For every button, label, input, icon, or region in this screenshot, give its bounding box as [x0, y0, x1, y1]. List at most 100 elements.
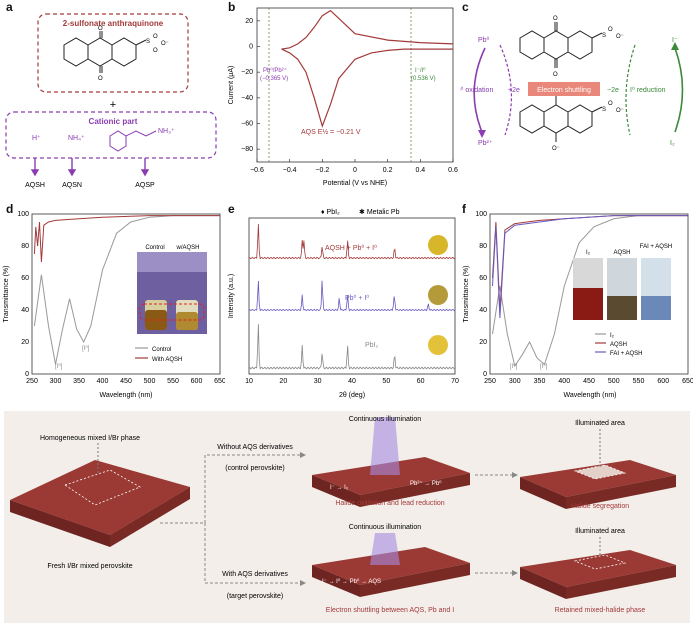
xtick: 250	[26, 378, 38, 385]
panel-f: 250 300 350 400 450 500 550 600 650100806040200 …	[463, 211, 693, 399]
ytick: 0	[483, 371, 487, 378]
d-ylabel: Transmittance (%)	[3, 266, 10, 323]
xtick: 600	[191, 378, 203, 385]
panel-d: 250 300 350 400 450 500 550 600 650100806040200 …	[3, 211, 225, 399]
vial-i2-label: I₂	[586, 250, 591, 256]
ytick: 40	[21, 307, 29, 314]
pb-oxidation-label: Pb⁰ oxidation	[460, 86, 493, 94]
panel-a: 2-sulfonate anthraquinone O O S O O O⁻ +…	[5, 13, 217, 189]
plus-sign: +	[110, 99, 116, 111]
name-aqsh: AQSH	[25, 182, 45, 189]
ytick: 40	[479, 307, 487, 314]
panel-label-d: d	[6, 202, 14, 216]
panel-label-a: a	[6, 0, 13, 14]
xtick: 450	[583, 378, 595, 385]
e-xtick: 60	[417, 378, 425, 385]
xtick: 600	[657, 378, 669, 385]
light-beam-1	[370, 417, 400, 475]
halide-seg-label: Halide segregation	[571, 503, 629, 510]
b-ytick: 0	[249, 44, 253, 51]
aqsh-curve	[33, 215, 220, 263]
xtick: 400	[558, 378, 570, 385]
pb-value: (−0.365 V)	[260, 76, 288, 82]
phenethyl-structure	[109, 130, 157, 152]
e-xtick: 30	[314, 378, 322, 385]
svg-text:O⁻: O⁻	[161, 41, 169, 47]
illum-area-1: Illuminated area	[575, 420, 625, 427]
panel-e: ♦ PbI₂ ✱ Metalic Pb 10 20 30 40 50 60 70 AQSH …	[228, 208, 459, 399]
i-minus-label: I⁻	[672, 37, 678, 44]
cation-arrows	[30, 158, 150, 177]
cation-nh3: NH₃⁺	[158, 128, 175, 135]
cont-illum-2: Continuous illumination	[349, 524, 421, 531]
sample-2-photo	[428, 285, 448, 305]
d-legend-control: Control	[152, 347, 171, 353]
panel-label-f: f	[462, 202, 466, 216]
name-aqsp: AQSP	[135, 182, 155, 189]
b-ylabel: Current (μA)	[228, 66, 235, 105]
target-label: (target perovskite)	[227, 593, 283, 600]
e-xtick: 70	[451, 378, 459, 385]
aqs-title: 2-sulfonate anthraquinone	[63, 19, 164, 28]
reaction-1: I⁻ → I₀	[330, 485, 349, 491]
b-xtick: −0.4	[283, 167, 297, 174]
xtick: 500	[144, 378, 156, 385]
b-xtick: 0.4	[415, 167, 425, 174]
e-xtick: 50	[382, 378, 390, 385]
cation-nh4: NH₄⁺	[68, 135, 85, 142]
target-film	[312, 547, 470, 585]
pb-arrow	[473, 47, 486, 133]
panel-g: Homogeneous mixed I/Br phase Fresh I/Br …	[4, 411, 690, 623]
xtick: 350	[534, 378, 546, 385]
aqs-e-half: AQS E½ = −0.21 V	[301, 128, 361, 136]
reaction-1b: Pb²⁺ → Pb⁰	[410, 480, 442, 487]
i-dashed-arrow	[625, 44, 636, 136]
svg-text:O: O	[153, 48, 158, 54]
vial-aqsh-label: w/AQSH	[175, 245, 199, 251]
fresh-film	[10, 460, 190, 535]
f-ann-2: [I⁰]	[540, 363, 548, 370]
xrd-pbi2-curve	[248, 324, 456, 370]
halide-ox-label: Halide oxidation and lead reduction	[335, 500, 444, 507]
svg-text:S: S	[146, 39, 150, 45]
homog-label: Homogeneous mixed I/Br phase	[40, 435, 140, 442]
xtick: 500	[608, 378, 620, 385]
i-label: I⁻/I⁰	[415, 67, 426, 74]
b-xtick: 0.2	[383, 167, 393, 174]
i-reduction-label: I⁰ reduction	[630, 86, 666, 94]
ytick: 20	[479, 339, 487, 346]
xtick: 450	[120, 378, 132, 385]
cationic-title: Cationic part	[89, 117, 138, 126]
e-xtick: 20	[279, 378, 287, 385]
e-legend-pb: ✱ Metalic Pb	[359, 208, 400, 216]
e-label-2: Pb⁰ + I⁰	[345, 294, 369, 302]
ytick: 0	[25, 371, 29, 378]
vial-control-label: Control	[145, 245, 164, 251]
e-xlabel: 2θ (deg)	[339, 392, 365, 399]
control-label: (control perovskite)	[225, 465, 285, 472]
i-value: (0.536 V)	[411, 76, 436, 82]
aqs-reduced-structure	[519, 96, 603, 142]
d-ann-2: [I⁰]	[82, 345, 90, 352]
svg-text:O: O	[98, 26, 103, 32]
control-film	[312, 457, 470, 495]
xrd-pb-i-curve	[248, 280, 456, 312]
b-ytick: −40	[241, 95, 253, 102]
shuttling-box	[528, 82, 600, 96]
retained-label: Retained mixed-halide phase	[555, 607, 646, 614]
xtick: 550	[633, 378, 645, 385]
cont-illum-1: Continuous illumination	[349, 416, 421, 423]
e-xtick: 40	[348, 378, 356, 385]
ytick: 80	[21, 243, 29, 250]
pb-dashed-arrow	[499, 44, 512, 136]
xtick: 300	[509, 378, 521, 385]
i-arrow	[674, 47, 684, 133]
segregated-film	[520, 460, 676, 497]
b-ytick: −60	[241, 121, 253, 128]
shuttling-label: Electron shuttling	[537, 87, 591, 94]
illum-area-2: Illuminated area	[575, 528, 625, 535]
b-xlabel: Potential (V vs NHE)	[323, 180, 387, 187]
pb2-label: Pb²⁺	[478, 140, 493, 147]
svg-text:O: O	[553, 16, 558, 22]
